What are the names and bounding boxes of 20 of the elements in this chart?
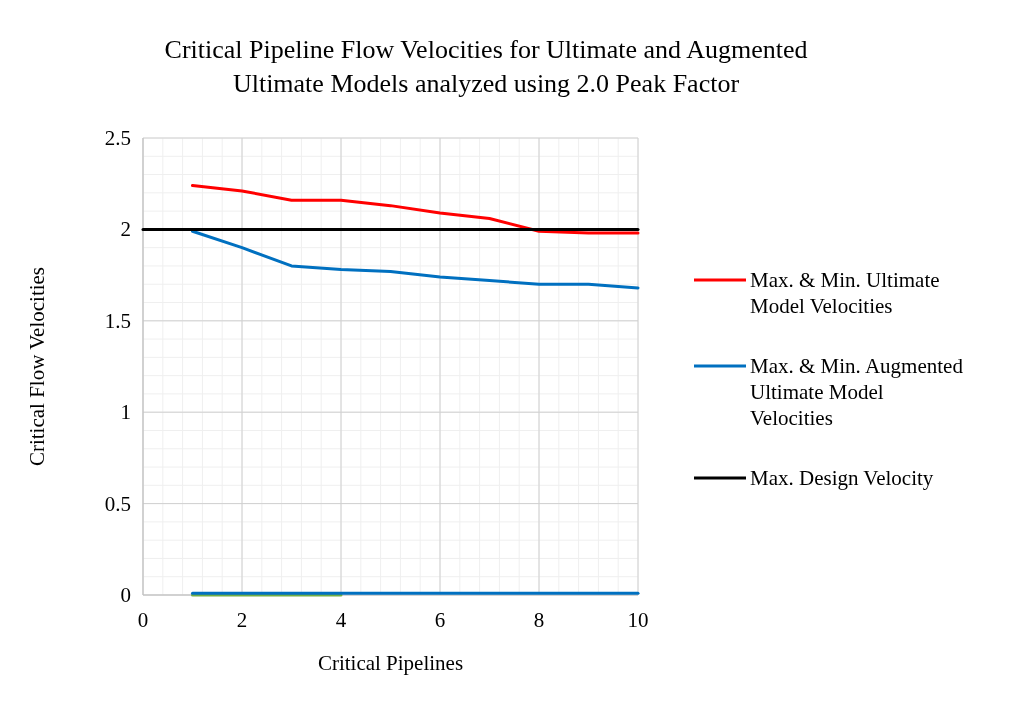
chart-title: Critical Pipeline Flow Velocities for Ultimate and Augmented Ultimate Models analyzed using 2.0 Peak Factor <box>164 35 808 98</box>
y-tick-label: 0.5 <box>104 491 131 516</box>
x-axis-title: Critical Pipelines <box>317 651 464 675</box>
y-tick-label: 1 <box>120 400 131 425</box>
line-series <box>191 184 640 235</box>
y-tick-label: 2.5 <box>104 126 131 150</box>
line-series <box>191 229 640 290</box>
x-tick-label: 4 <box>335 608 347 632</box>
y-tick-label: 2 <box>120 217 131 242</box>
y-tick-label: 0 <box>120 583 131 607</box>
legend-label: Max. & Min. Augmented Ultimate Model Velocities <box>750 354 964 430</box>
x-tick-label: 0 <box>137 608 149 632</box>
legend-label: Max. Design Velocity <box>750 466 934 490</box>
x-tick-label: 6 <box>434 608 446 632</box>
y-tick-label: 1.5 <box>104 308 131 333</box>
y-axis-title: Critical Flow Velocities <box>25 266 49 467</box>
x-tick-label: 10 <box>627 608 649 632</box>
x-tick-label: 8 <box>533 608 545 632</box>
x-tick-label: 2 <box>236 608 248 632</box>
legend-label: Max. & Min. Ultimate Model Velocities <box>750 268 940 318</box>
